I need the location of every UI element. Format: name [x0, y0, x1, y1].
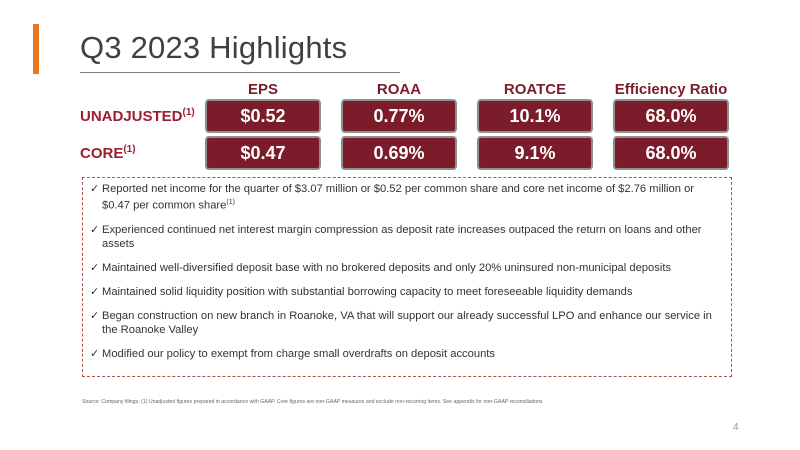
column-header-efficiency-ratio: Efficiency Ratio [614, 81, 728, 98]
highlight-bullet: ✓ Experienced continued net interest mar… [90, 223, 723, 251]
row-label-text: UNADJUSTED [80, 108, 183, 125]
highlight-bullet: ✓ Maintained solid liquidity position wi… [90, 285, 723, 299]
row-label-text: CORE [80, 145, 124, 162]
bullet-text: Maintained well-diversified deposit base… [102, 261, 672, 274]
check-icon: ✓ [90, 347, 100, 360]
page-title: Q3 2023 Highlights [80, 30, 348, 65]
footnote-marker: (1) [182, 107, 195, 118]
metric-core-roatce: 9.1% [477, 136, 593, 170]
column-header-eps: EPS [247, 81, 278, 98]
title-divider [80, 72, 400, 73]
column-header-roaa: ROAA [376, 81, 422, 98]
check-icon: ✓ [90, 285, 100, 298]
page-number: 4 [733, 422, 739, 433]
footnote-marker: (1) [226, 199, 235, 206]
row-label-unadjusted: UNADJUSTED(1) [80, 107, 195, 125]
metric-unadjusted-roaa: 0.77% [341, 99, 457, 133]
bullet-text: Began construction on new branch in Roan… [102, 309, 712, 336]
metric-core-efficiency-ratio: 68.0% [613, 136, 729, 170]
metric-unadjusted-eps: $0.52 [205, 99, 321, 133]
highlight-bullet: ✓ Maintained well-diversified deposit ba… [90, 261, 723, 275]
row-label-core: CORE(1) [80, 144, 136, 162]
title-accent-bar [33, 24, 39, 74]
highlights-box: ✓ Reported net income for the quarter of… [82, 177, 732, 377]
metric-core-roaa: 0.69% [341, 136, 457, 170]
bullet-text: Reported net income for the quarter of $… [102, 183, 695, 212]
check-icon: ✓ [90, 261, 100, 274]
metric-unadjusted-efficiency-ratio: 68.0% [613, 99, 729, 133]
bullet-text: Experienced continued net interest margi… [102, 223, 702, 250]
column-header-roatce: ROATCE [503, 81, 567, 98]
check-icon: ✓ [90, 183, 100, 195]
metric-unadjusted-roatce: 10.1% [477, 99, 593, 133]
highlight-bullet: ✓ Modified our policy to exempt from cha… [90, 347, 723, 361]
check-icon: ✓ [90, 223, 100, 236]
source-footnote: Source: Company filings; (1) Unadjusted … [82, 399, 543, 405]
bullet-text: Maintained solid liquidity position with… [102, 285, 633, 298]
footnote-marker: (1) [123, 144, 136, 155]
highlight-bullet: ✓ Reported net income for the quarter of… [90, 182, 723, 213]
bullet-text: Modified our policy to exempt from charg… [102, 347, 495, 360]
check-icon: ✓ [90, 309, 100, 322]
metric-core-eps: $0.47 [205, 136, 321, 170]
highlight-bullet: ✓ Began construction on new branch in Ro… [90, 309, 723, 337]
